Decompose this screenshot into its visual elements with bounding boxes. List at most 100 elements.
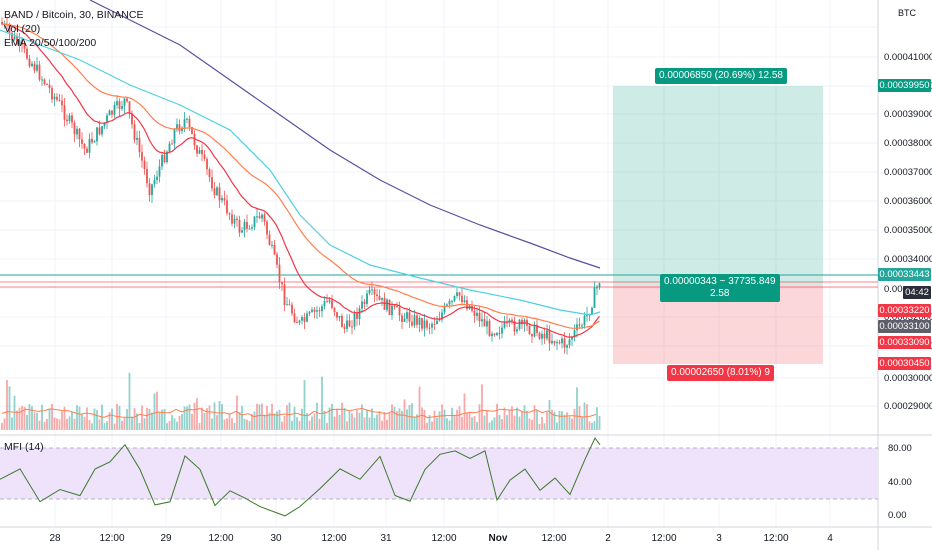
- volume-bar: [596, 407, 598, 430]
- volume-bar: [486, 410, 488, 430]
- stop-label[interactable]: 0.00002650 (8.01%) 9: [667, 365, 774, 381]
- price-axis-label: 0.00034000: [884, 254, 932, 265]
- candle-body: [68, 115, 71, 122]
- target-label[interactable]: 0.00006850 (20.69%) 12.58: [655, 68, 787, 84]
- volume-bar: [51, 403, 53, 430]
- candle-body: [458, 292, 461, 296]
- volume-bar: [513, 415, 516, 430]
- volume-bar: [478, 404, 481, 430]
- volume-bar: [296, 417, 298, 430]
- candle-body: [336, 312, 338, 318]
- candle-body: [358, 308, 361, 319]
- candle-body: [586, 314, 588, 317]
- candle-body: [346, 320, 348, 329]
- candle-body: [291, 304, 293, 314]
- last-price-tag: 0.00033443: [878, 268, 931, 281]
- candle-body: [553, 340, 556, 344]
- entry2-price-tag: 0.00033090: [878, 336, 931, 349]
- volume-bar: [458, 406, 461, 430]
- mfi-line: [0, 437, 601, 517]
- candle-body: [406, 312, 408, 319]
- volume-bar: [368, 417, 371, 430]
- volume-bar: [313, 413, 316, 430]
- candle-body: [166, 151, 168, 163]
- price-axis-label: 0.00037000: [884, 167, 932, 178]
- volume-bar: [406, 409, 408, 430]
- volume-bar: [281, 421, 283, 430]
- volume-bar: [81, 413, 83, 430]
- volume-bar: [476, 422, 478, 430]
- volume-bar: [78, 406, 81, 430]
- candle-body: [56, 96, 58, 100]
- candle-body: [508, 319, 511, 323]
- candle-body: [441, 312, 443, 320]
- candle-body: [521, 319, 523, 325]
- candle-body: [556, 342, 558, 344]
- volume-bar: [306, 413, 308, 430]
- candle-body: [186, 118, 188, 120]
- candle-body: [478, 312, 481, 322]
- volume-bar: [528, 418, 531, 430]
- mfi-band: [0, 448, 878, 499]
- price-axis-label: 0.00029000: [884, 401, 932, 412]
- position-center-label[interactable]: 0.00000343 ~ 37735.849 2.58: [660, 274, 780, 302]
- volume-bar: [3, 418, 6, 430]
- candle-body: [438, 319, 441, 321]
- candle-body: [31, 63, 33, 67]
- take-profit-price-tag: 0.00039950: [878, 79, 931, 92]
- candle-body: [106, 115, 108, 123]
- candle-body: [288, 304, 291, 306]
- price-axis-label: 0.00036000: [884, 196, 932, 207]
- candle-body: [21, 40, 23, 45]
- volume-bar: [321, 376, 323, 430]
- volume-bar: [223, 419, 226, 430]
- price-axis-label: 0.00039000: [884, 109, 932, 120]
- volume-bar: [83, 416, 86, 430]
- volume-bar: [96, 410, 98, 430]
- volume-bar: [568, 416, 571, 430]
- candle-body: [126, 98, 128, 102]
- volume-bar: [43, 421, 46, 430]
- volume-bar: [278, 409, 281, 430]
- volume-bar: [11, 417, 13, 430]
- candle-body: [296, 322, 298, 324]
- candle-body: [361, 301, 363, 309]
- candle-body: [221, 198, 223, 201]
- volume-bar: [588, 421, 591, 430]
- volume-bar: [196, 398, 198, 430]
- mfi-legend[interactable]: MFI (14): [4, 441, 44, 453]
- volume-bar: [558, 410, 561, 430]
- currency-label: BTC: [898, 8, 916, 18]
- candle-body: [181, 127, 183, 132]
- candle-body: [321, 306, 323, 312]
- candle-body: [281, 282, 283, 285]
- volume-bar: [123, 417, 126, 430]
- candle-body: [343, 327, 346, 329]
- candle-body: [256, 216, 258, 218]
- candle-body: [78, 128, 81, 140]
- candle-body: [568, 339, 571, 346]
- volume-bar: [151, 412, 153, 430]
- symbol-title[interactable]: BAND / Bitcoin, 30, BINANCE: [4, 9, 144, 21]
- ema100-line: [0, 29, 601, 316]
- candle-body: [371, 289, 373, 291]
- volume-bar: [216, 415, 218, 430]
- candle-body: [113, 105, 116, 115]
- volume-bar: [271, 403, 273, 430]
- volume-bar: [113, 423, 116, 430]
- volume-bar: [428, 415, 431, 430]
- ema-legend[interactable]: EMA 20/50/100/200: [4, 37, 97, 49]
- candle-body: [388, 299, 391, 315]
- volume-bar: [228, 413, 231, 430]
- volume-ma-line: [1, 407, 597, 419]
- candle-body: [498, 333, 501, 335]
- candle-body: [196, 145, 198, 154]
- volume-bar: [133, 408, 136, 430]
- price-axis-label: 0.00038000: [884, 138, 932, 149]
- candle-body: [236, 218, 238, 220]
- volume-bar: [543, 423, 546, 430]
- candle-body: [193, 133, 196, 146]
- volume-bar: [161, 409, 163, 430]
- volume-legend[interactable]: Vol (20): [4, 23, 41, 35]
